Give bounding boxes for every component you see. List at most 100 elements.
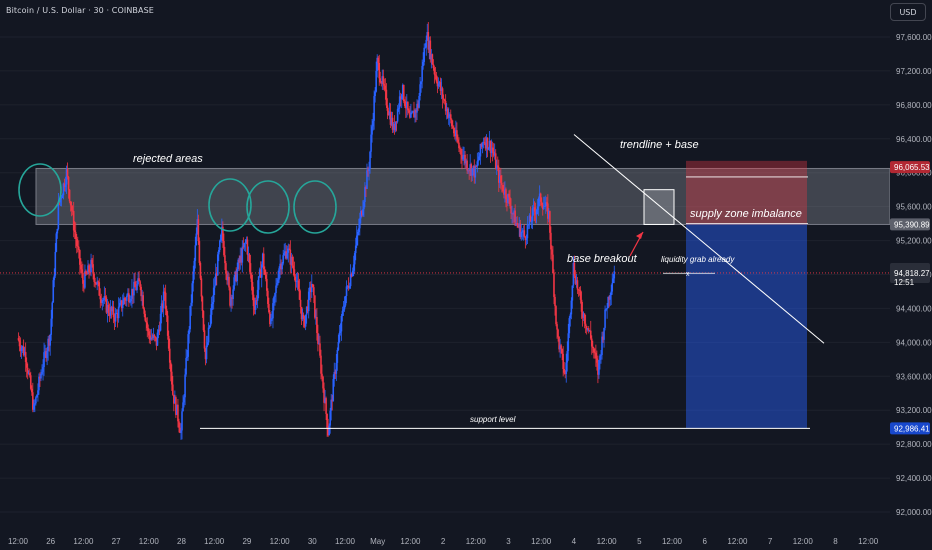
candle-body bbox=[177, 404, 179, 422]
candle-body bbox=[558, 336, 560, 350]
candle-body bbox=[327, 428, 329, 436]
candle-body bbox=[150, 337, 153, 340]
candle-body bbox=[375, 70, 377, 92]
candle-body bbox=[534, 211, 537, 215]
candle-body bbox=[334, 371, 337, 374]
candle-body bbox=[435, 75, 438, 82]
candle-body bbox=[504, 189, 506, 195]
candle-body bbox=[532, 207, 535, 209]
candle-body bbox=[570, 300, 573, 315]
candle-body bbox=[599, 355, 601, 361]
candle-body bbox=[490, 147, 493, 154]
candle-body bbox=[32, 392, 34, 410]
symbol-title: Bitcoin / U.S. Dollar · 30 · COINBASE bbox=[6, 6, 154, 15]
candle-body bbox=[347, 285, 350, 288]
candle-body bbox=[117, 306, 120, 319]
candle-body bbox=[163, 291, 166, 293]
candle-body bbox=[217, 249, 220, 255]
candle-body bbox=[454, 133, 456, 137]
price-tick-label: 96,400.00 bbox=[896, 135, 932, 144]
candle-body bbox=[399, 96, 402, 100]
candle-body bbox=[192, 271, 195, 284]
candle-body bbox=[302, 314, 305, 319]
candle-body bbox=[531, 208, 534, 222]
time-axis[interactable]: 12:00 26 12:00 27 12:00 28 12:00 29 12:00 30 12:00… bbox=[0, 530, 932, 550]
candle-body bbox=[19, 346, 22, 351]
candle-body bbox=[354, 245, 357, 254]
candle-body bbox=[37, 390, 39, 396]
zone-bottom-price-tag: 95,390.89 bbox=[894, 220, 930, 229]
candle-body bbox=[517, 225, 520, 228]
candle-body bbox=[489, 140, 492, 154]
candle-body bbox=[241, 246, 244, 263]
candle-body bbox=[319, 343, 321, 356]
candle-body bbox=[447, 116, 450, 118]
candle-body bbox=[303, 318, 306, 327]
candle-body bbox=[320, 355, 322, 374]
candle-body bbox=[533, 207, 536, 212]
candle-body bbox=[518, 223, 521, 228]
candle-body bbox=[229, 287, 231, 306]
supply-zone-box bbox=[686, 160, 807, 225]
candle-body bbox=[143, 308, 146, 314]
candle-body bbox=[215, 273, 218, 276]
candle-body bbox=[519, 223, 522, 238]
candle-body bbox=[549, 211, 551, 233]
candle-body bbox=[336, 349, 339, 363]
candle-body bbox=[251, 281, 254, 295]
candle-body bbox=[606, 308, 608, 310]
candle-body bbox=[49, 334, 51, 346]
candle-body bbox=[196, 219, 199, 234]
candle-body bbox=[494, 153, 497, 169]
candle-body bbox=[93, 273, 95, 282]
candle-body bbox=[509, 197, 511, 207]
candle-body bbox=[210, 304, 213, 315]
candle-body bbox=[608, 296, 610, 300]
candle-body bbox=[588, 330, 591, 332]
candle-body bbox=[461, 154, 463, 160]
candle-body bbox=[337, 342, 340, 350]
candle-body bbox=[468, 170, 470, 172]
candle-body bbox=[314, 295, 316, 318]
candle-body bbox=[144, 313, 147, 321]
candle-body bbox=[235, 271, 237, 282]
candle-body bbox=[240, 255, 243, 263]
candle-body bbox=[445, 108, 448, 112]
candle-body bbox=[441, 88, 444, 99]
candle-body bbox=[288, 248, 291, 250]
candle-body bbox=[308, 287, 311, 292]
candle-body bbox=[348, 286, 351, 288]
candle-body bbox=[114, 313, 117, 322]
zones-layer bbox=[35, 160, 891, 429]
candle-body bbox=[403, 101, 406, 106]
candle-body bbox=[29, 375, 32, 389]
candles-layer bbox=[17, 22, 616, 440]
candle-body bbox=[81, 269, 83, 273]
candle-body bbox=[575, 280, 578, 284]
time-tick-label: 12:00 bbox=[8, 537, 29, 546]
candle-body bbox=[365, 187, 367, 189]
time-tick-label: 12:00 bbox=[400, 537, 421, 546]
support-level-label: support level bbox=[470, 415, 516, 424]
candle-body bbox=[406, 101, 408, 109]
candle-body bbox=[166, 315, 169, 336]
currency-button[interactable]: USD bbox=[890, 3, 926, 21]
candle-body bbox=[256, 289, 259, 301]
candle-body bbox=[328, 425, 330, 436]
candle-body bbox=[335, 362, 338, 374]
price-tick-label: 92,400.00 bbox=[896, 474, 932, 483]
candle-body bbox=[521, 231, 524, 233]
candle-body bbox=[162, 291, 165, 309]
candle-body bbox=[94, 281, 96, 283]
candle-body bbox=[119, 300, 122, 303]
price-axis[interactable]: 97,600.00 97,200.00 96,800.00 96,400.00 96,0… bbox=[890, 0, 932, 550]
candle-body bbox=[356, 231, 359, 236]
candle-body bbox=[244, 242, 247, 244]
candle-body bbox=[110, 307, 113, 312]
zone-top-price-tag-bg bbox=[890, 161, 930, 174]
candle-body bbox=[212, 287, 215, 303]
candle-body bbox=[247, 254, 250, 256]
candle-body bbox=[370, 134, 372, 152]
candle-body bbox=[234, 271, 236, 278]
